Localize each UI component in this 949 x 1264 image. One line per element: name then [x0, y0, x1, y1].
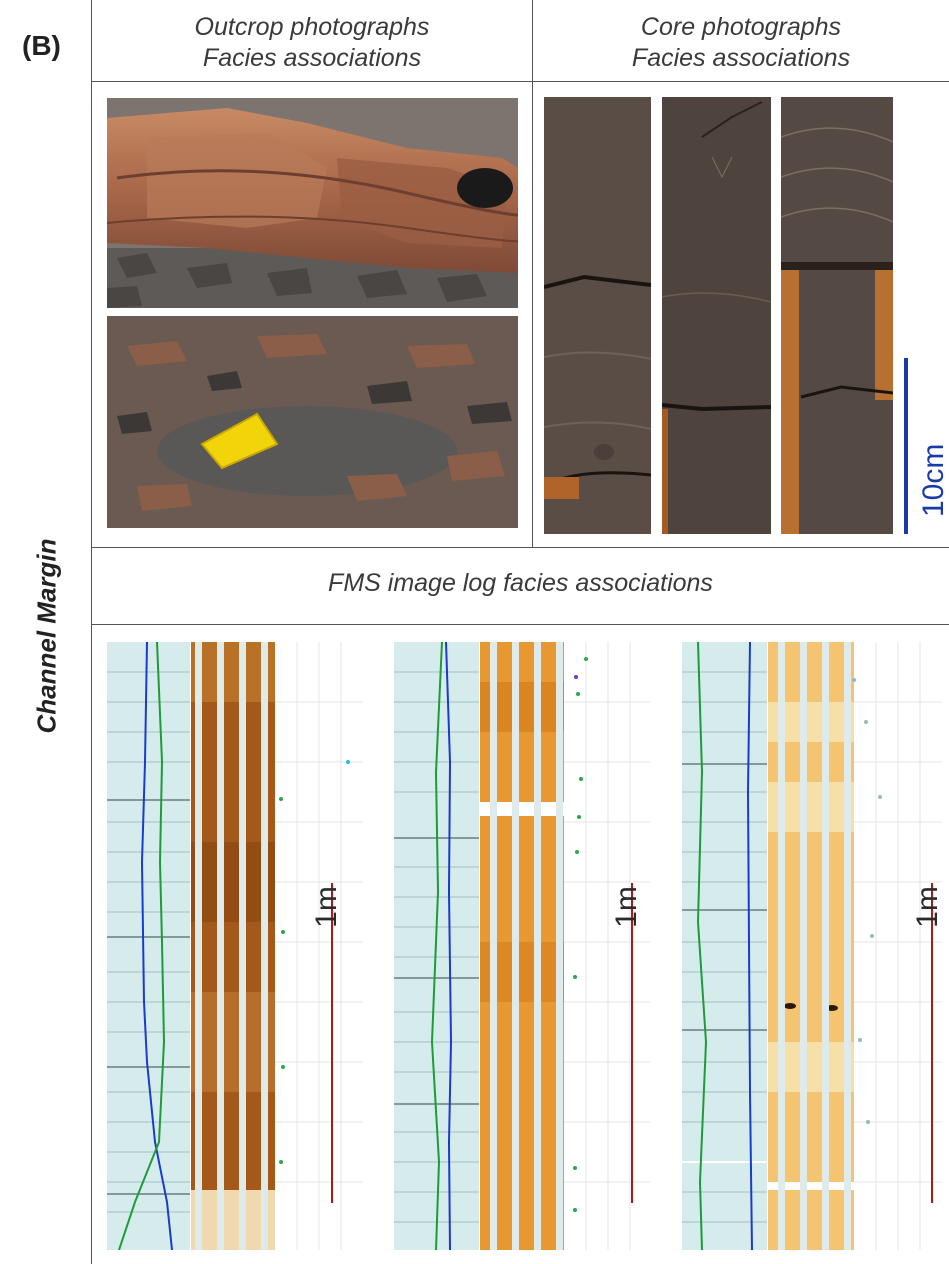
outcrop-photo-bottom [107, 316, 518, 528]
fms-scale-bar-2 [631, 883, 633, 1203]
frame-left-border [91, 0, 92, 1264]
core-scale-label: 10cm [917, 443, 949, 517]
fms-scale-bar-3 [931, 883, 933, 1203]
fms-log-2 [394, 642, 650, 1250]
fms-scale-label-3: 1m [911, 886, 944, 928]
frame-hline-2 [91, 547, 949, 548]
core-photo-3 [781, 97, 893, 534]
outcrop-header-line1: Outcrop photographs [194, 13, 430, 41]
core-scale-bar [904, 358, 908, 534]
outcrop-header-line2: Facies associations [202, 44, 422, 72]
frame-hline-1 [91, 81, 949, 82]
panel-label: (B) [22, 30, 61, 61]
fms-log-1 [107, 642, 363, 1250]
core-photo-2 [662, 97, 771, 534]
fms-scale-label-1: 1m [310, 886, 343, 928]
fms-header: FMS image log facies associations [328, 569, 713, 597]
core-header-line1: Core photographs [640, 13, 842, 41]
frame-hline-3 [91, 624, 949, 625]
core-header-line2: Facies associations [631, 44, 851, 72]
fms-scale-label-2: 1m [610, 886, 643, 928]
outcrop-header: Outcrop photographs Facies associations [92, 12, 532, 74]
outcrop-photo-top [107, 98, 518, 308]
fms-scale-bar-1 [331, 883, 333, 1203]
row-label: Channel Margin [31, 538, 62, 734]
fms-log-3 [682, 642, 942, 1250]
core-header: Core photographs Facies associations [533, 12, 949, 74]
core-photo-1 [544, 97, 651, 534]
frame-mid-divider [532, 0, 533, 548]
